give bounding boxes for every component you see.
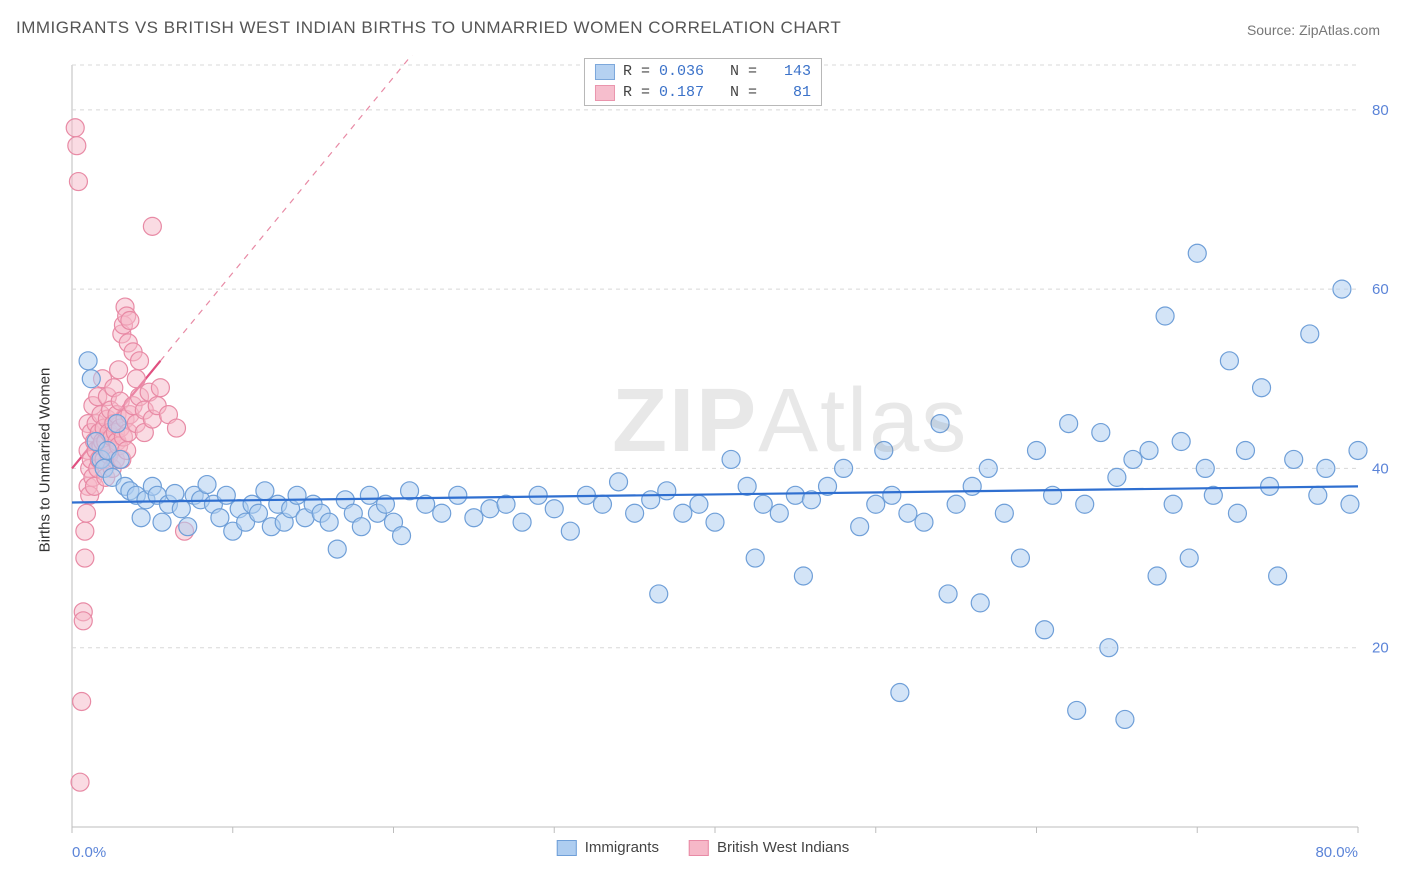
legend-stats-box: R = 0.036 N = 143 R = 0.187 N = 81 xyxy=(584,58,822,106)
legend-label: Immigrants xyxy=(585,839,659,856)
legend-swatch-immigrants xyxy=(595,64,615,80)
legend-stats-row-bwi: R = 0.187 N = 81 xyxy=(585,82,821,103)
source-attribution: Source: ZipAtlas.com xyxy=(1247,22,1380,38)
legend-swatch xyxy=(689,840,709,856)
scatter-plot-svg: 20.0% 40.0% 60.0% 80.0% 0.0% 80.0% xyxy=(50,55,1390,865)
n-value: 143 xyxy=(765,63,811,80)
r-label: R = xyxy=(623,84,650,101)
svg-text:80.0%: 80.0% xyxy=(1372,102,1390,119)
n-label: N = xyxy=(730,84,757,101)
legend-bottom: Immigrants British West Indians xyxy=(557,839,849,856)
r-value: 0.036 xyxy=(658,63,704,80)
n-value: 81 xyxy=(765,84,811,101)
svg-text:0.0%: 0.0% xyxy=(72,844,106,861)
svg-text:40.0%: 40.0% xyxy=(1372,460,1390,477)
r-value: 0.187 xyxy=(658,84,704,101)
svg-text:60.0%: 60.0% xyxy=(1372,281,1390,298)
legend-swatch-bwi xyxy=(595,85,615,101)
svg-text:20.0%: 20.0% xyxy=(1372,640,1390,657)
legend-item: Immigrants xyxy=(557,839,659,856)
legend-label: British West Indians xyxy=(717,839,849,856)
chart-title: IMMIGRANTS VS BRITISH WEST INDIAN BIRTHS… xyxy=(16,18,841,38)
r-label: R = xyxy=(623,63,650,80)
legend-item: British West Indians xyxy=(689,839,849,856)
y-axis-label: Births to Unmarried Women xyxy=(37,368,54,553)
legend-swatch xyxy=(557,840,577,856)
legend-stats-row-immigrants: R = 0.036 N = 143 xyxy=(585,61,821,82)
svg-text:80.0%: 80.0% xyxy=(1315,844,1358,861)
n-label: N = xyxy=(730,63,757,80)
correlation-chart: Births to Unmarried Women 20.0%40.0%60.0… xyxy=(50,55,1390,865)
